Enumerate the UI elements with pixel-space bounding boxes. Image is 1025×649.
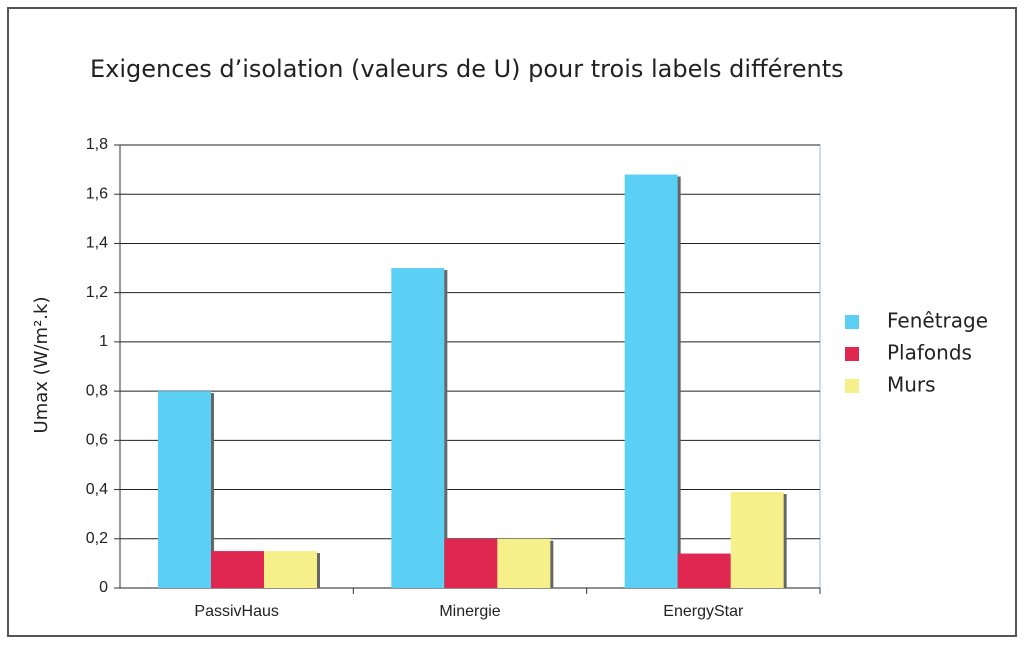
x-tick-label: EnergyStar [663, 603, 744, 620]
legend-swatch [845, 347, 859, 361]
legend-swatch [845, 379, 859, 393]
bar [677, 553, 731, 588]
y-tick-label: 1,2 [86, 284, 108, 301]
y-tick-label: 1,6 [86, 185, 108, 202]
y-axis-label: Umax (W/m².k) [31, 297, 52, 434]
y-tick-label: 0,2 [86, 530, 108, 547]
x-tick-label: Minergie [439, 603, 500, 620]
chart-title: Exigences d’isolation (valeurs de U) pou… [90, 55, 844, 83]
y-tick-label: 0,8 [86, 382, 108, 399]
bar [497, 538, 551, 588]
bar [730, 492, 784, 588]
bar [158, 391, 211, 588]
bar [264, 551, 317, 588]
bar [444, 538, 498, 588]
legend-label: Plafonds [887, 341, 972, 365]
legend-label: Fenêtrage [887, 309, 988, 333]
y-tick-label: 1 [99, 333, 108, 350]
x-tick-label: PassivHaus [194, 603, 278, 620]
y-tick-label: 0,4 [86, 481, 108, 498]
legend-label: Murs [887, 373, 936, 397]
y-tick-label: 0,6 [86, 432, 108, 449]
bar [391, 268, 445, 588]
legend-swatch [845, 315, 859, 329]
y-tick-label: 1,4 [86, 235, 108, 252]
bar [624, 174, 678, 589]
y-tick-label: 1,8 [86, 136, 108, 153]
y-tick-label: 0 [99, 579, 108, 596]
bar [211, 551, 264, 588]
